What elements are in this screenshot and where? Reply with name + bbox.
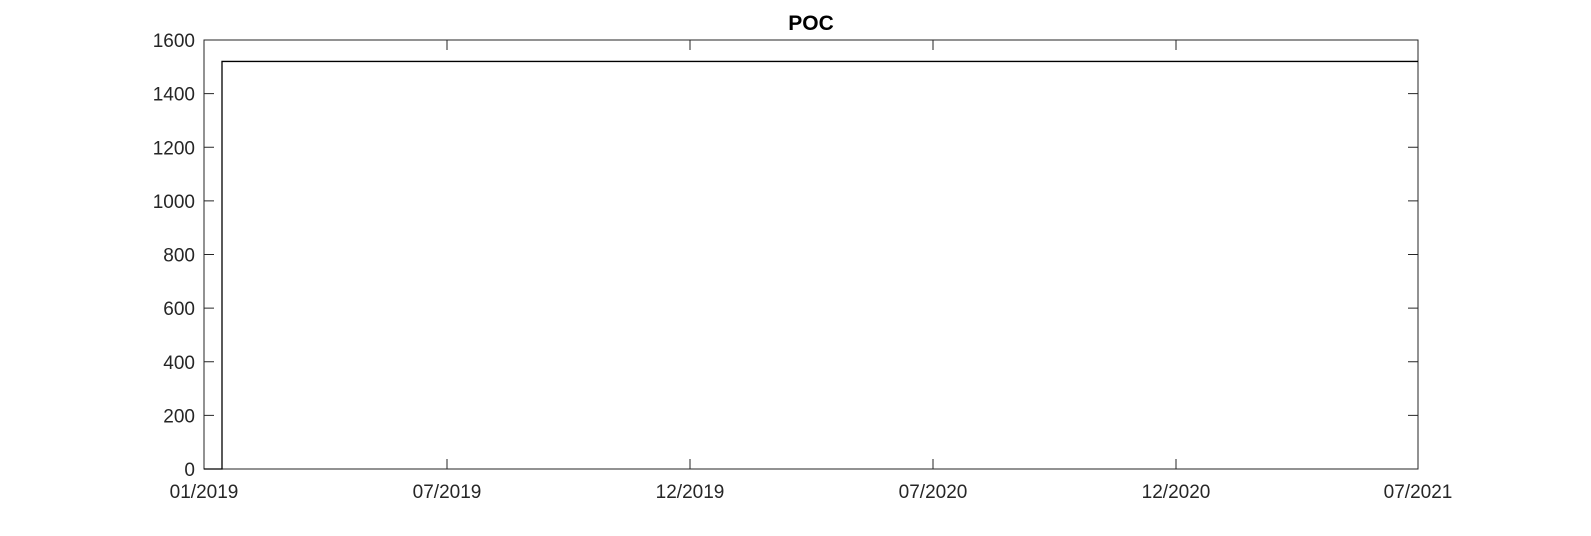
x-tick-label: 12/2020: [1142, 482, 1211, 503]
x-axis: 01/2019 07/2019 12/2019 07/2020 12/2020 07/20…: [170, 40, 1453, 503]
y-tick-label: 800: [163, 246, 195, 267]
x-tick-label: 12/2019: [656, 482, 725, 503]
y-tick-label: 200: [163, 406, 195, 427]
chart-title: POC: [788, 12, 834, 35]
y-tick-label: 1000: [153, 192, 195, 213]
x-tick-label: 01/2019: [170, 482, 239, 503]
axes-box: [203, 39, 1419, 470]
y-tick-label: 400: [163, 353, 195, 374]
y-tick-label: 1600: [153, 31, 195, 52]
y-tick-label: 1200: [153, 138, 195, 159]
y-axis: 0 200 400 600 800 1000 1200 1400 1600: [153, 31, 1418, 481]
y-tick-label: 600: [163, 299, 195, 320]
y-tick-label: 0: [184, 460, 195, 481]
series-line: [204, 60, 1418, 470]
x-tick-label: 07/2021: [1384, 482, 1453, 503]
y-tick-label: 1400: [153, 85, 195, 106]
x-tick-label: 07/2020: [899, 482, 968, 503]
plot-area: [203, 39, 1419, 470]
x-tick-label: 07/2019: [413, 482, 482, 503]
series-layer: [204, 60, 1418, 470]
